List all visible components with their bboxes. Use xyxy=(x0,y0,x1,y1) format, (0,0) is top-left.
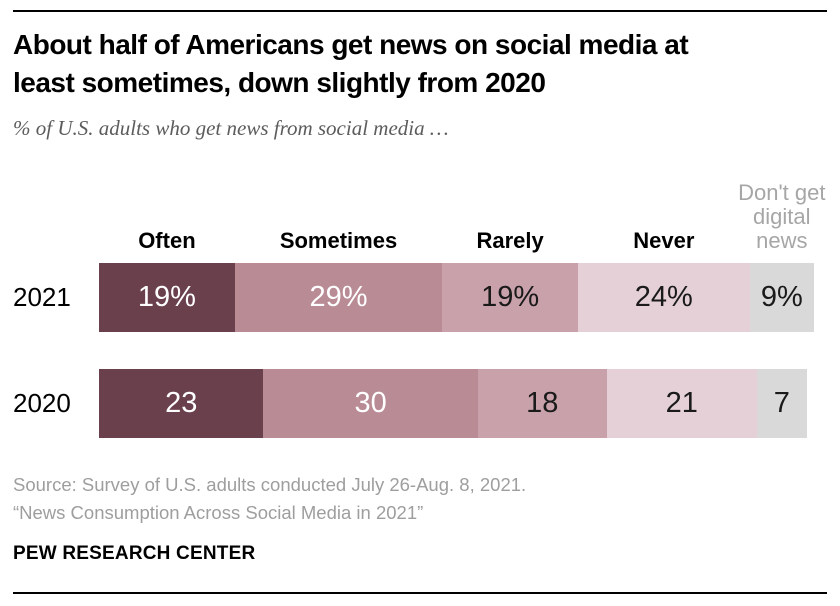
bar-row-2021: 2021 19% 29% 19% 24% 9% xyxy=(13,263,827,332)
year-label: 2020 xyxy=(13,388,71,418)
bar-segment-don-t-get-digital-news: 7 xyxy=(756,369,807,438)
source-line-1: Source: Survey of U.S. adults conducted … xyxy=(13,474,527,495)
column-header-rarely: Rarely xyxy=(442,158,578,253)
column-header-sometimes: Sometimes xyxy=(235,158,442,253)
bar-rows: 2021 19% 29% 19% 24% 9% 2020 23 30 18 21 7 xyxy=(13,263,827,438)
column-header-label: Sometimes xyxy=(279,228,398,253)
bar-segment-never: 24% xyxy=(578,263,750,332)
chart-title: About half of Americans get news on soci… xyxy=(13,26,827,102)
column-header-never: Never xyxy=(578,158,750,253)
stacked-bar: 23 30 18 21 7 xyxy=(99,369,814,438)
bar-segment-often: 23 xyxy=(99,369,264,438)
column-header-label: Don't get digital news xyxy=(738,180,826,253)
year-label: 2021 xyxy=(13,282,71,312)
bar-segment-rarely: 19% xyxy=(442,263,579,332)
source-line-2: “News Consumption Across Social Media in… xyxy=(13,502,424,523)
chart-title-line-2: least sometimes, down slightly from 2020 xyxy=(13,67,546,98)
bar-row-2020: 2020 23 30 18 21 7 xyxy=(13,369,827,438)
source-note: Source: Survey of U.S. adults conducted … xyxy=(13,471,827,527)
column-header-don-t-get-digital-news: Don't get digital news xyxy=(738,158,825,253)
bar-segment-often: 19% xyxy=(99,263,235,332)
stacked-bar: 19% 29% 19% 24% 9% xyxy=(99,263,814,332)
bar-segment-never: 21 xyxy=(606,369,757,438)
chart-title-line-1: About half of Americans get news on soci… xyxy=(13,29,689,60)
brand-wordmark: PEW RESEARCH CENTER xyxy=(13,543,256,564)
column-header-often: Often xyxy=(99,158,235,253)
chart-subtitle: % of U.S. adults who get news from socia… xyxy=(13,116,449,140)
bar-segment-sometimes: 30 xyxy=(263,369,478,438)
bottom-rule xyxy=(13,592,827,594)
bar-segment-sometimes: 29% xyxy=(234,263,443,332)
top-rule xyxy=(13,10,827,12)
column-header-label: Never xyxy=(633,228,695,253)
bar-segment-don-t-get-digital-news: 9% xyxy=(749,263,814,332)
bar-segment-rarely: 18 xyxy=(477,369,607,438)
column-header-label: Rarely xyxy=(476,228,544,253)
column-header-row: Often Sometimes Rarely Never Don't get digit… xyxy=(99,158,825,253)
column-header-label: Often xyxy=(138,228,196,253)
stacked-bar-chart: Often Sometimes Rarely Never Don't get digit… xyxy=(13,158,827,438)
